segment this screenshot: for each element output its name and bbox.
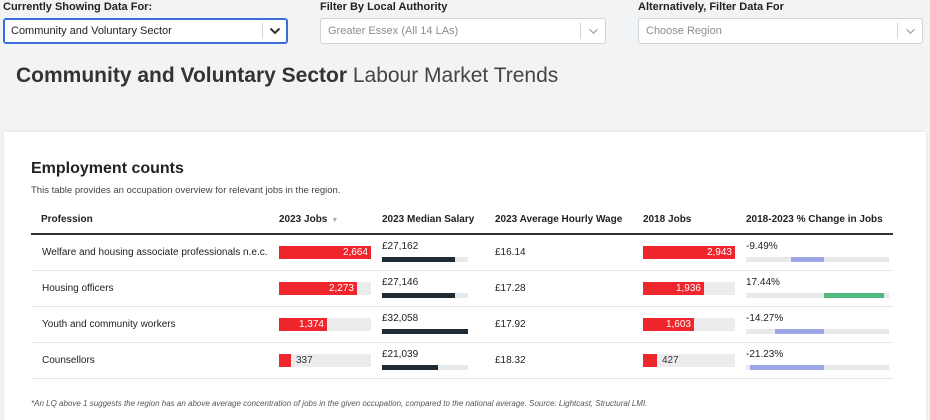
- percent-change-bar: [746, 293, 889, 298]
- hourly-wage-value: £16.14: [495, 247, 526, 258]
- chevron-down-icon[interactable]: [898, 28, 922, 35]
- header-divider: [31, 233, 893, 235]
- median-salary-bar: [382, 293, 468, 298]
- median-salary-bar-fill: [382, 293, 455, 298]
- percent-change-value: -14.27%: [746, 313, 784, 324]
- percent-change-value: 17.44%: [746, 277, 780, 288]
- percent-change-value: -21.23%: [746, 349, 784, 360]
- employment-counts-card: Employment counts This table provides an…: [4, 132, 926, 420]
- card-title: Employment counts: [31, 160, 184, 177]
- median-salary-bar-fill: [382, 365, 438, 370]
- jobs-2023-value: 337: [296, 355, 313, 366]
- header-2018-jobs[interactable]: 2018 Jobs: [643, 214, 692, 225]
- jobs-2023-bar: 2,273: [279, 282, 371, 295]
- hourly-wage-value: £18.32: [495, 355, 526, 366]
- table-row: Welfare and housing associate profession…: [31, 235, 893, 271]
- jobs-2018-bar: 1,936: [643, 282, 735, 295]
- jobs-2018-bar-fill: [643, 354, 657, 367]
- select-separator: [897, 23, 898, 39]
- jobs-2023-bar-fill: [279, 354, 291, 367]
- hourly-wage-value: £17.28: [495, 283, 526, 294]
- page-title-suffix: Labour Market Trends: [347, 64, 559, 87]
- local-authority-select[interactable]: Greater Essex (All 14 LAs): [320, 18, 606, 44]
- jobs-2023-bar-fill: [279, 318, 327, 331]
- filter-bar: Currently Showing Data For: Community an…: [0, 0, 930, 58]
- current-sector-label: Currently Showing Data For:: [3, 1, 153, 13]
- header-profession[interactable]: Profession: [41, 214, 93, 225]
- header-median-salary[interactable]: 2023 Median Salary: [382, 214, 475, 225]
- median-salary-value: £21,039: [382, 349, 419, 360]
- jobs-2018-value: 1,603: [665, 319, 691, 330]
- profession-name: Welfare and housing associate profession…: [42, 247, 268, 258]
- percent-change-bar-fill: [824, 293, 884, 298]
- median-salary-value: £27,162: [382, 241, 419, 252]
- header-hourly-wage[interactable]: 2023 Average Hourly Wage: [495, 214, 623, 225]
- chevron-down-icon[interactable]: [581, 28, 605, 35]
- jobs-2018-bar-fill: [643, 318, 694, 331]
- percent-change-bar: [746, 329, 889, 334]
- percent-change-bar-fill: [791, 257, 824, 262]
- jobs-2023-bar-fill: [279, 282, 357, 295]
- median-salary-value: £27,146: [382, 277, 419, 288]
- table-row: Counsellors 337 £21,039 £18.32 427 -21.23%: [31, 343, 893, 379]
- region-filter-label: Alternatively, Filter Data For: [638, 1, 784, 13]
- jobs-2023-value: 2,664: [342, 247, 368, 258]
- local-authority-select-value: Greater Essex (All 14 LAs): [328, 25, 459, 37]
- median-salary-bar: [382, 257, 468, 262]
- median-salary-bar-fill: [382, 257, 455, 262]
- sort-desc-icon[interactable]: ▼: [331, 217, 339, 224]
- select-separator: [262, 23, 263, 39]
- percent-change-bar-fill: [750, 365, 824, 370]
- header-2023-jobs-label: 2023 Jobs: [279, 214, 328, 225]
- hourly-wage-value: £17.92: [495, 319, 526, 330]
- jobs-2018-bar-fill: [643, 282, 704, 295]
- region-select[interactable]: Choose Region: [638, 18, 923, 44]
- jobs-2023-bar: 1,374: [279, 318, 371, 331]
- sector-select-value: Community and Voluntary Sector: [11, 25, 172, 37]
- chevron-down-icon[interactable]: [263, 27, 287, 35]
- jobs-2023-bar: 2,664: [279, 246, 371, 259]
- sector-select[interactable]: Community and Voluntary Sector: [3, 18, 288, 44]
- median-salary-bar-fill: [382, 329, 468, 334]
- percent-change-bar-fill: [775, 329, 824, 334]
- jobs-2018-bar: 427: [643, 354, 735, 367]
- profession-name: Youth and community workers: [42, 319, 176, 330]
- header-2023-jobs[interactable]: 2023 Jobs ▼: [279, 214, 338, 225]
- table-row: Youth and community workers 1,374 £32,058 £…: [31, 307, 893, 343]
- jobs-2018-value: 427: [662, 355, 679, 366]
- select-separator: [580, 23, 581, 39]
- jobs-2018-value: 2,943: [706, 247, 732, 258]
- profession-name: Housing officers: [42, 283, 114, 294]
- jobs-2023-bar-fill: [279, 246, 371, 259]
- median-salary-bar: [382, 365, 468, 370]
- region-select-placeholder: Choose Region: [646, 25, 722, 37]
- local-authority-label: Filter By Local Authority: [320, 1, 448, 13]
- table-row: Housing officers 2,273 £27,146 £17.28 1,936 1…: [31, 271, 893, 307]
- jobs-2018-bar: 2,943: [643, 246, 735, 259]
- jobs-2018-bar: 1,603: [643, 318, 735, 331]
- median-salary-value: £32,058: [382, 313, 419, 324]
- header-percent-change[interactable]: 2018-2023 % Change in Jobs: [746, 214, 883, 225]
- card-subtitle: This table provides an occupation overvi…: [31, 185, 341, 196]
- jobs-2023-bar: 337: [279, 354, 371, 367]
- footnote: *An LQ above 1 suggests the region has a…: [31, 399, 648, 408]
- percent-change-value: -9.49%: [746, 241, 778, 252]
- jobs-2023-value: 1,374: [298, 319, 324, 330]
- percent-change-bar: [746, 257, 889, 262]
- percent-change-bar: [746, 365, 889, 370]
- page-title-sector: Community and Voluntary Sector: [16, 64, 347, 87]
- jobs-2018-value: 1,936: [675, 283, 701, 294]
- jobs-2023-value: 2,273: [328, 283, 354, 294]
- jobs-2018-bar-fill: [643, 246, 735, 259]
- median-salary-bar: [382, 329, 468, 334]
- profession-name: Counsellors: [42, 355, 95, 366]
- page-title: Community and Voluntary Sector Labour Ma…: [16, 64, 558, 88]
